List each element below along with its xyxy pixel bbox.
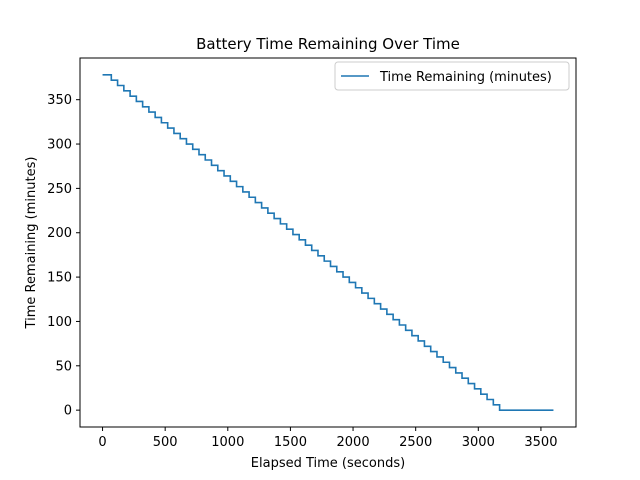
y-tick-label: 300 <box>47 138 72 153</box>
series-layer <box>102 74 554 411</box>
y-tick-label: 150 <box>47 271 72 286</box>
plot-frame <box>79 57 577 428</box>
series-line-0 <box>102 74 554 411</box>
chart-title: Battery Time Remaining Over Time <box>196 35 460 53</box>
y-axis-label: Time Remaining (minutes) <box>24 157 39 330</box>
y-axis-ticks: 0 50 100 150 200 250 300 350 <box>47 93 80 419</box>
y-tick-label: 100 <box>47 315 72 330</box>
legend-series-label: Time Remaining (minutes) <box>379 70 552 85</box>
x-tick-label: 3000 <box>462 435 495 450</box>
plot-area <box>79 57 577 428</box>
y-tick-label: 50 <box>55 359 72 374</box>
y-tick-label: 0 <box>64 404 72 419</box>
x-axis-label: Elapsed Time (seconds) <box>251 456 405 471</box>
x-tick-label: 2000 <box>337 435 370 450</box>
x-tick-label: 1000 <box>211 435 244 450</box>
x-tick-label: 2500 <box>399 435 432 450</box>
y-tick-label: 350 <box>47 93 72 108</box>
x-tick-label: 0 <box>98 435 106 450</box>
x-tick-label: 3500 <box>524 435 557 450</box>
x-tick-label: 1500 <box>274 435 307 450</box>
y-tick-label: 200 <box>47 226 72 241</box>
x-tick-label: 500 <box>153 435 178 450</box>
y-tick-label: 250 <box>47 182 72 197</box>
x-axis-ticks: 0 500 1000 1500 2000 2500 3000 3500 <box>98 427 557 450</box>
legend-box <box>334 61 570 91</box>
legend: Time Remaining (minutes) <box>334 61 570 91</box>
